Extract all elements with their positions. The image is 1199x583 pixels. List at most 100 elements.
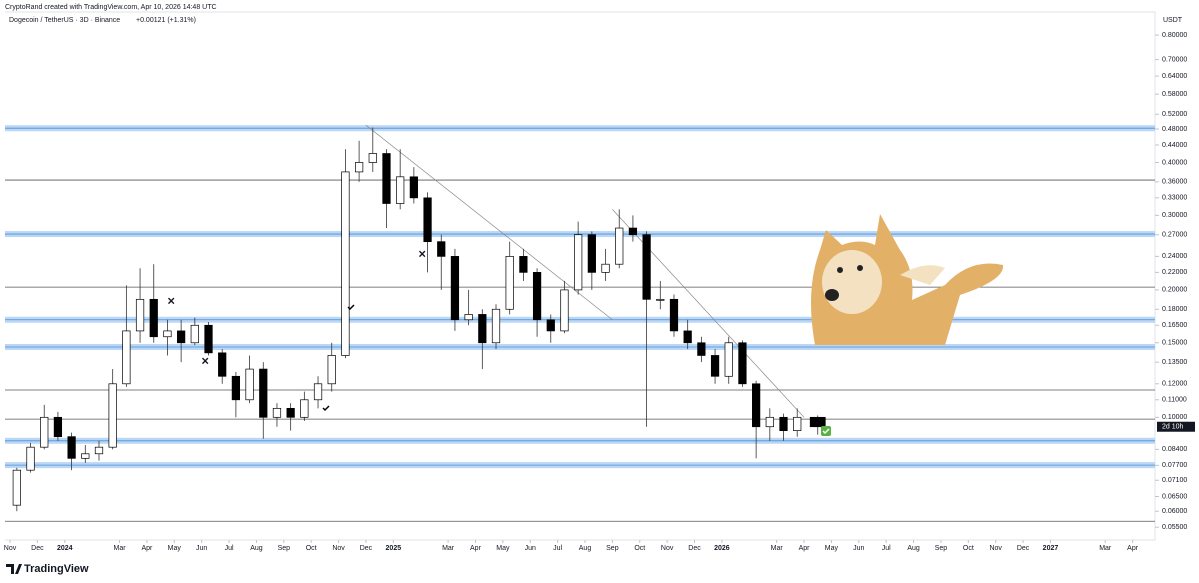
check-marker [322, 405, 330, 412]
candle-body [752, 383, 761, 428]
logo: TradingView [6, 563, 89, 575]
candle-body [505, 256, 514, 310]
x-tick-label: Oct [634, 545, 645, 552]
x-tick-label: Dec [1017, 545, 1030, 552]
candle-body [546, 319, 555, 332]
x-marker: ✕ [167, 297, 175, 308]
doge-eye [857, 265, 863, 271]
candle-body [724, 342, 733, 377]
y-tick-label: 0.80000 [1162, 32, 1187, 39]
x-tick-label: Mar [771, 545, 784, 552]
x-tick-label: Mar [442, 545, 455, 552]
y-tick-label: 0.52000 [1162, 111, 1187, 118]
candle-body [122, 330, 131, 385]
y-tick-label: 0.58000 [1162, 91, 1187, 98]
x-tick-label: Jul [225, 545, 234, 552]
candle-body [450, 256, 460, 321]
x-tick-label: Aug [907, 545, 920, 552]
x-tick-label: Oct [306, 545, 317, 552]
y-tick-label: 0.30000 [1162, 212, 1187, 219]
y-tick-label: 0.64000 [1162, 73, 1187, 80]
candle-body [587, 234, 596, 273]
x-tick-label: Mar [1099, 545, 1112, 552]
y-tick-label: 0.40000 [1162, 159, 1187, 166]
x-tick-label: Oct [963, 545, 974, 552]
candle-body [313, 383, 323, 401]
candle-body [67, 436, 76, 459]
y-tick-label: 0.06000 [1162, 508, 1187, 515]
x-tick-label: Nov [661, 545, 674, 552]
candle-body [259, 368, 268, 418]
x-tick-label: Aug [579, 545, 592, 552]
x-tick-label: May [168, 545, 182, 552]
candle-body [642, 234, 651, 300]
doge-face [822, 250, 882, 314]
candle-body [793, 416, 802, 431]
logo-mark [6, 564, 22, 574]
y-tick-label: 0.16500 [1162, 322, 1187, 329]
y-tick-label: 0.36000 [1162, 179, 1187, 186]
x-tick-label: 2026 [714, 545, 730, 552]
candle-body [464, 314, 473, 321]
candle-body [108, 383, 117, 448]
y-tick-label: 0.15000 [1162, 340, 1187, 347]
x-tick-label: Mar [113, 545, 126, 552]
candle-body [710, 355, 720, 377]
candle-body [560, 289, 569, 332]
doge-nose [825, 289, 839, 301]
candle-body [26, 446, 35, 471]
candle-body [437, 241, 446, 257]
candle-body [204, 324, 213, 354]
candle-body [81, 453, 90, 459]
doge-eye [837, 267, 843, 273]
candle-body [12, 469, 21, 506]
x-tick-label: Apr [470, 545, 482, 552]
x-marker: ✕ [418, 250, 426, 261]
candle-body [94, 446, 104, 455]
candle-body [809, 416, 826, 428]
y-tick-label: 0.08400 [1162, 446, 1187, 453]
candle-body [190, 324, 199, 344]
candle-body [409, 176, 418, 199]
candle-body [683, 330, 692, 344]
candle-body [177, 330, 186, 344]
check-box-mark [822, 428, 830, 435]
x-tick-label: Aug [250, 545, 263, 552]
y-tick-label: 0.18000 [1162, 306, 1187, 313]
y-tick-label: 0.48000 [1162, 126, 1187, 133]
candle-body [354, 162, 364, 173]
y-tick-label: 0.33000 [1162, 195, 1187, 202]
y-tick-label: 0.06500 [1162, 493, 1187, 500]
markers: ✕ ✕ ✕ [167, 250, 831, 436]
y-tick-label: 0.22000 [1162, 269, 1187, 276]
x-tick-label: May [496, 545, 510, 552]
candle-body [738, 342, 747, 385]
candle-body [163, 330, 172, 338]
candle-body [396, 176, 405, 204]
candle-body [341, 171, 350, 356]
currency: USDT [1163, 17, 1183, 24]
candle-body [368, 153, 377, 163]
candle-body [327, 355, 336, 385]
candle-body [40, 416, 49, 448]
candle-body [231, 375, 241, 401]
x-tick-label: Sep [935, 545, 948, 552]
y-tick-label: 0.07700 [1162, 462, 1187, 469]
x-tick-label: Jun [525, 545, 536, 552]
countdown: 2d 10h [1162, 424, 1184, 431]
candle-body [656, 298, 665, 301]
header: CryptoRand created with TradingView.com,… [5, 4, 217, 11]
y-tick-label: 0.27000 [1162, 232, 1187, 239]
candle-body [628, 227, 638, 236]
check-marker [347, 304, 355, 311]
x-tick-label: Apr [1127, 545, 1139, 552]
x-tick-label: 2024 [57, 545, 73, 552]
candle-body [382, 153, 391, 204]
trendline [365, 124, 613, 321]
doge-image [811, 214, 1004, 345]
candle-body [218, 352, 227, 377]
y-tick-label: 0.11000 [1162, 397, 1187, 404]
